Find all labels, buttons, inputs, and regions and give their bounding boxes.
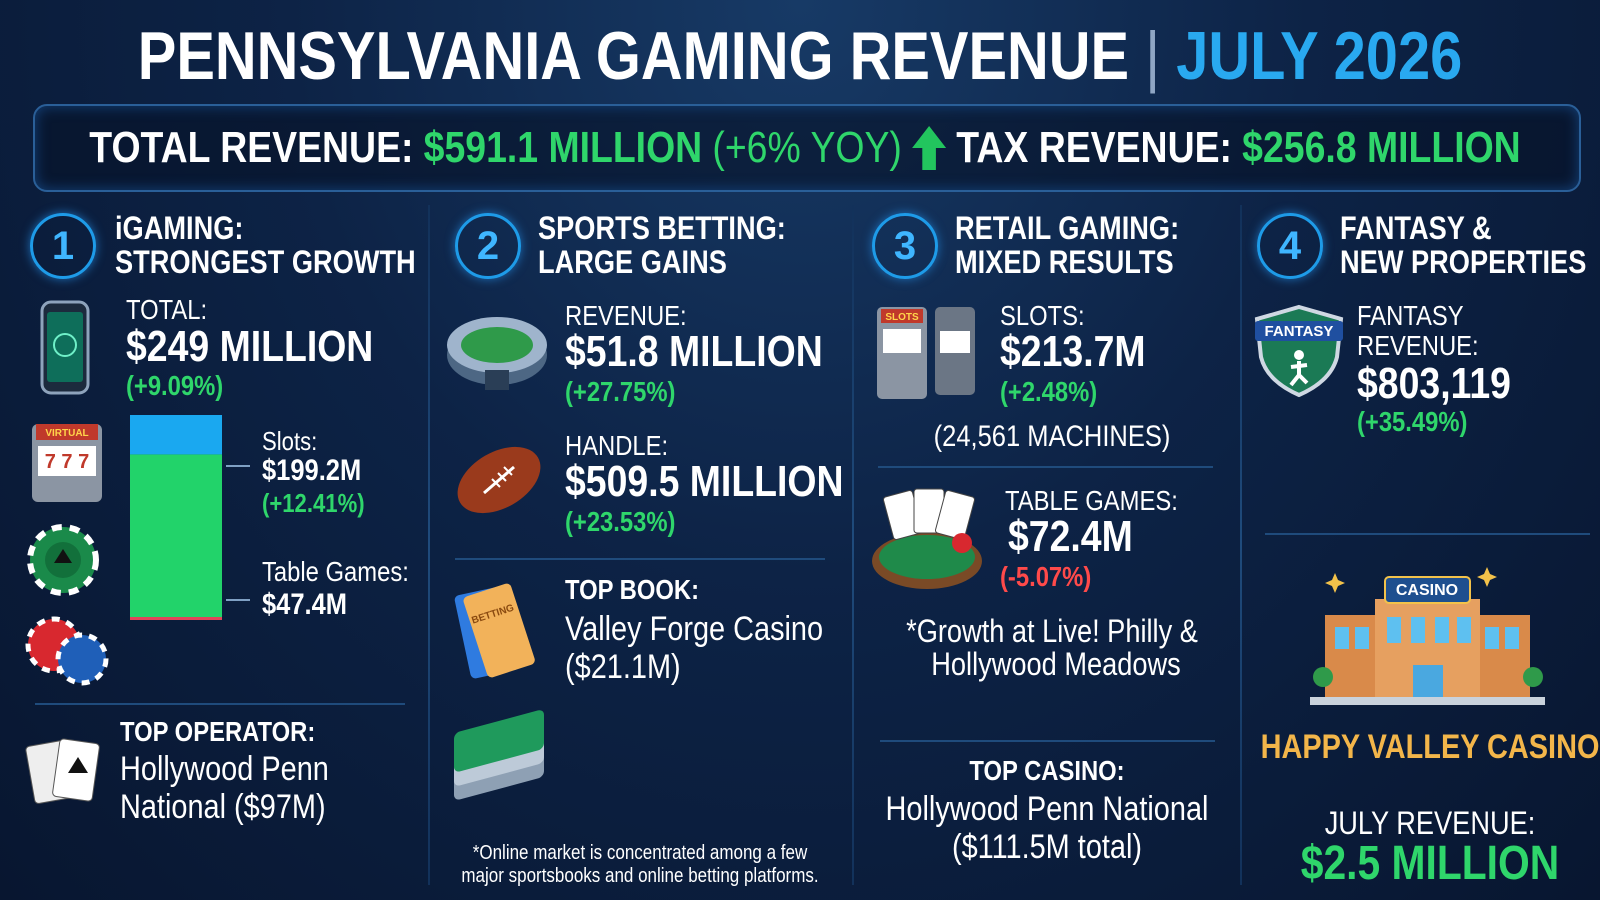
fantasy-badge-icon: FANTASY — [1254, 304, 1344, 398]
total-change: (+6% YOY) — [712, 123, 902, 172]
section-number: 1 — [30, 213, 96, 279]
revenue-label: JULY REVENUE: — [1324, 805, 1536, 841]
section-number: 4 — [1257, 213, 1323, 279]
top-label: TOP CASINO: — [969, 755, 1125, 786]
revenue-value: $2.5 MILLION — [1300, 837, 1560, 890]
ticket-icon: BETTING — [454, 583, 535, 679]
chip-icon — [27, 524, 99, 596]
section-divider — [1265, 533, 1590, 535]
metric-label: HANDLE: — [565, 430, 669, 461]
slots-icon: SLOTS — [877, 307, 975, 399]
section-divider — [455, 558, 825, 560]
title: PENNSYLVANIA GAMING REVENUE — [137, 18, 1130, 94]
breakdown-value: $199.2M — [262, 454, 362, 487]
section-divider — [878, 466, 1213, 468]
metric-change: (+35.49%) — [1357, 406, 1468, 437]
metric-value: $51.8 MILLION — [565, 327, 823, 376]
section-title: STRONGEST GROWTH — [115, 244, 416, 280]
metric-label: SLOTS: — [1000, 300, 1085, 331]
note: *Growth at Live! Philly & — [906, 613, 1198, 649]
metric-change: (+27.75%) — [565, 376, 676, 407]
breakdown-label: Table Games: — [262, 556, 409, 587]
metric-change: (+2.48%) — [1000, 376, 1098, 407]
casino-building-icon: CASINO — [1310, 567, 1545, 705]
property-name: HAPPY VALLEY CASINO — [1260, 728, 1600, 766]
column-divider — [1240, 205, 1242, 885]
stadium-icon — [447, 317, 547, 390]
footnote: major sportsbooks and online betting pla… — [461, 865, 819, 887]
metric-value: $509.5 MILLION — [565, 457, 844, 506]
metric-change: (+23.53%) — [565, 506, 676, 537]
top-label: TOP BOOK: — [565, 574, 700, 605]
breakdown-bar — [130, 415, 250, 620]
football-icon — [457, 446, 541, 514]
metric-change: (+9.09%) — [126, 370, 224, 401]
section-title: FANTASY & — [1340, 210, 1492, 246]
bar-segment — [130, 415, 222, 455]
section-title: RETAIL GAMING: — [955, 210, 1180, 246]
icon-text: VIRTUAL — [45, 428, 88, 439]
icon-text: SLOTS — [885, 312, 919, 323]
section-number: 3 — [872, 213, 938, 279]
breakdown-label: Slots: — [262, 426, 318, 456]
metric-label: FANTASY — [1357, 300, 1464, 331]
top-text: Valley Forge Casino — [565, 610, 824, 648]
metric-label: TABLE GAMES: — [1005, 485, 1178, 516]
metric-note: (24,561 MACHINES) — [933, 420, 1171, 453]
period: JULY 2026 — [1176, 18, 1463, 94]
breakdown-change: (+12.41%) — [262, 488, 365, 518]
cash-icon — [454, 710, 544, 800]
breakdown-value: $47.4M — [262, 588, 348, 621]
top-text: ($111.5M total) — [951, 828, 1143, 866]
top-label: TOP OPERATOR: — [120, 716, 316, 747]
icon-text: CASINO — [1396, 582, 1458, 599]
top-text: ($21.1M) — [565, 648, 681, 686]
metric-label: TOTAL: — [126, 294, 208, 325]
svg-text:7 7 7: 7 7 7 — [45, 451, 89, 473]
section-title: SPORTS BETTING: — [538, 210, 786, 246]
metric-label: REVENUE: — [1357, 330, 1479, 361]
footnote: *Online market is concentrated among a f… — [472, 842, 808, 864]
up-arrow — [912, 126, 947, 170]
section-title: iGAMING: — [115, 210, 244, 246]
summary: TOTAL REVENUE: $591.1 MILLION (+6% YOY) … — [89, 123, 1521, 172]
column-divider — [852, 205, 854, 885]
metric-value: $213.7M — [1000, 327, 1146, 376]
bar-base — [130, 617, 222, 620]
metric-change: (-5.07%) — [1000, 561, 1092, 592]
total-label: TOTAL REVENUE: — [89, 123, 414, 172]
tax-label: TAX REVENUE: — [956, 123, 1232, 172]
section-title: LARGE GAINS — [538, 244, 727, 280]
chips-icon — [25, 616, 109, 686]
section-title: NEW PROPERTIES — [1340, 244, 1587, 280]
metric-label: REVENUE: — [565, 300, 687, 331]
header: PENNSYLVANIA GAMING REVENUE | JULY 2026 — [138, 22, 1462, 90]
separator: | — [1145, 18, 1161, 94]
icon-text: FANTASY — [1265, 323, 1334, 340]
section-divider — [880, 740, 1215, 742]
table-games-icon — [872, 488, 982, 589]
cards-icon — [25, 738, 100, 804]
section-title: MIXED RESULTS — [955, 244, 1174, 280]
section-number: 2 — [455, 213, 521, 279]
metric-value: $72.4M — [1008, 512, 1133, 561]
bar-segment — [130, 454, 222, 620]
note: Hollywood Meadows — [931, 646, 1181, 682]
total-value: $591.1 MILLION — [423, 123, 703, 172]
section-divider — [35, 703, 405, 705]
summary-box — [33, 104, 1581, 192]
metric-value: $249 MILLION — [126, 322, 374, 371]
top-text: Hollywood Penn — [120, 750, 329, 788]
metric-value: $803,119 — [1357, 359, 1511, 408]
slot-machine-icon: VIRTUAL 7 7 7 — [32, 424, 102, 502]
tax-value: $256.8 MILLION — [1242, 123, 1521, 172]
top-text: National ($97M) — [120, 788, 326, 826]
phone-icon — [40, 300, 90, 395]
top-text: Hollywood Penn National — [885, 790, 1209, 828]
column-divider — [428, 205, 430, 885]
